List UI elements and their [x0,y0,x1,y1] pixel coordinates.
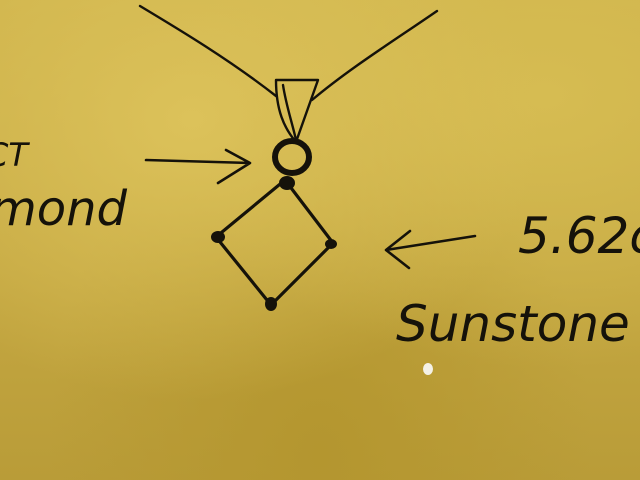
bail [274,78,320,144]
chain-left [138,4,278,98]
arrow-left [144,148,252,185]
prong-top [279,176,295,190]
label-left-top: CT [0,136,30,174]
white-speck [423,363,433,375]
prong-left [211,231,225,243]
label-right-bottom: Sunstone [396,295,630,353]
arrow-right [384,229,477,270]
sunstone-diamond [214,178,335,307]
diamond-circle [272,138,312,176]
label-right-top: 5.62c [518,207,640,265]
label-left-bottom: mond [0,181,128,237]
prong-right [325,239,337,249]
prong-bottom [265,297,277,311]
chain-right [310,9,439,102]
